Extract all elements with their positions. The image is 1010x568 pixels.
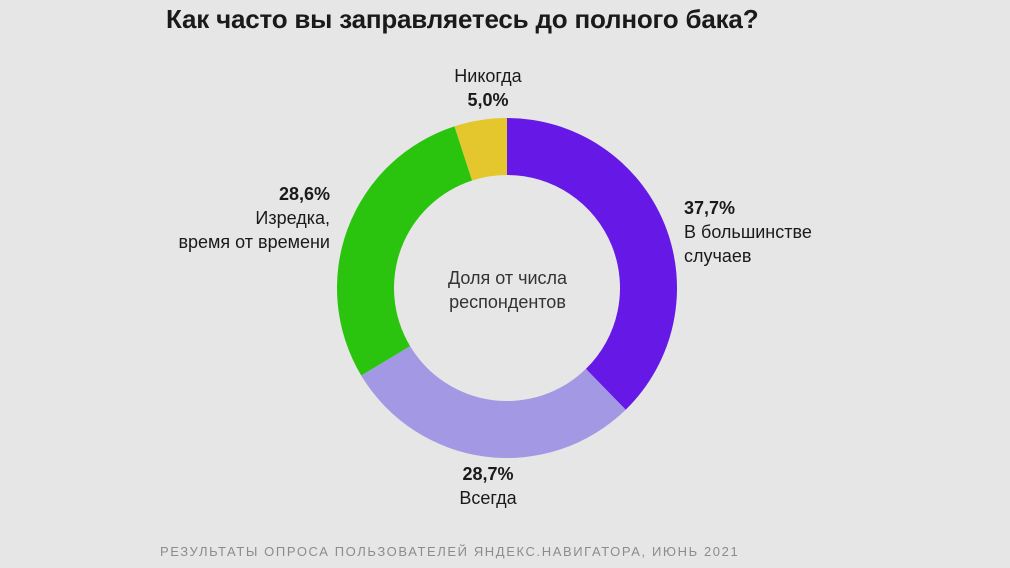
slice-name-label: время от времени bbox=[178, 232, 330, 252]
slice-value-label: 28,7% bbox=[462, 464, 514, 484]
center-label: Доля от числа респондентов bbox=[447, 268, 568, 312]
slice-label-always: 28,7% Всегда bbox=[408, 462, 568, 510]
slice-name-label: Всегда bbox=[459, 488, 517, 508]
slice-rarely bbox=[336, 126, 473, 376]
slice-label-rarely: 28,6% Изредка, время от времени bbox=[130, 182, 330, 254]
slice-name-label: В большинстве bbox=[684, 222, 812, 242]
slice-name-label: Изредка, bbox=[255, 208, 330, 228]
slice-name-label: случаев bbox=[684, 246, 752, 266]
chart-title: Как часто вы заправляетесь до полного ба… bbox=[166, 4, 759, 34]
slice-label-most-cases: 37,7% В большинстве случаев bbox=[684, 196, 812, 268]
slice-value-label: 37,7% bbox=[684, 198, 736, 218]
slice-name-label: Никогда bbox=[454, 66, 522, 86]
slice-never bbox=[454, 118, 507, 181]
source-footer: РЕЗУЛЬТАТЫ ОПРОСА ПОЛЬЗОВАТЕЛЕЙ ЯНДЕКС.Н… bbox=[160, 544, 740, 559]
slice-label-never: Никогда 5,0% bbox=[408, 64, 568, 112]
slice-value-label: 28,6% bbox=[278, 184, 330, 204]
slice-value-label: 5,0% bbox=[467, 90, 509, 110]
slice-most-cases bbox=[507, 118, 677, 410]
slice-always bbox=[361, 346, 626, 459]
